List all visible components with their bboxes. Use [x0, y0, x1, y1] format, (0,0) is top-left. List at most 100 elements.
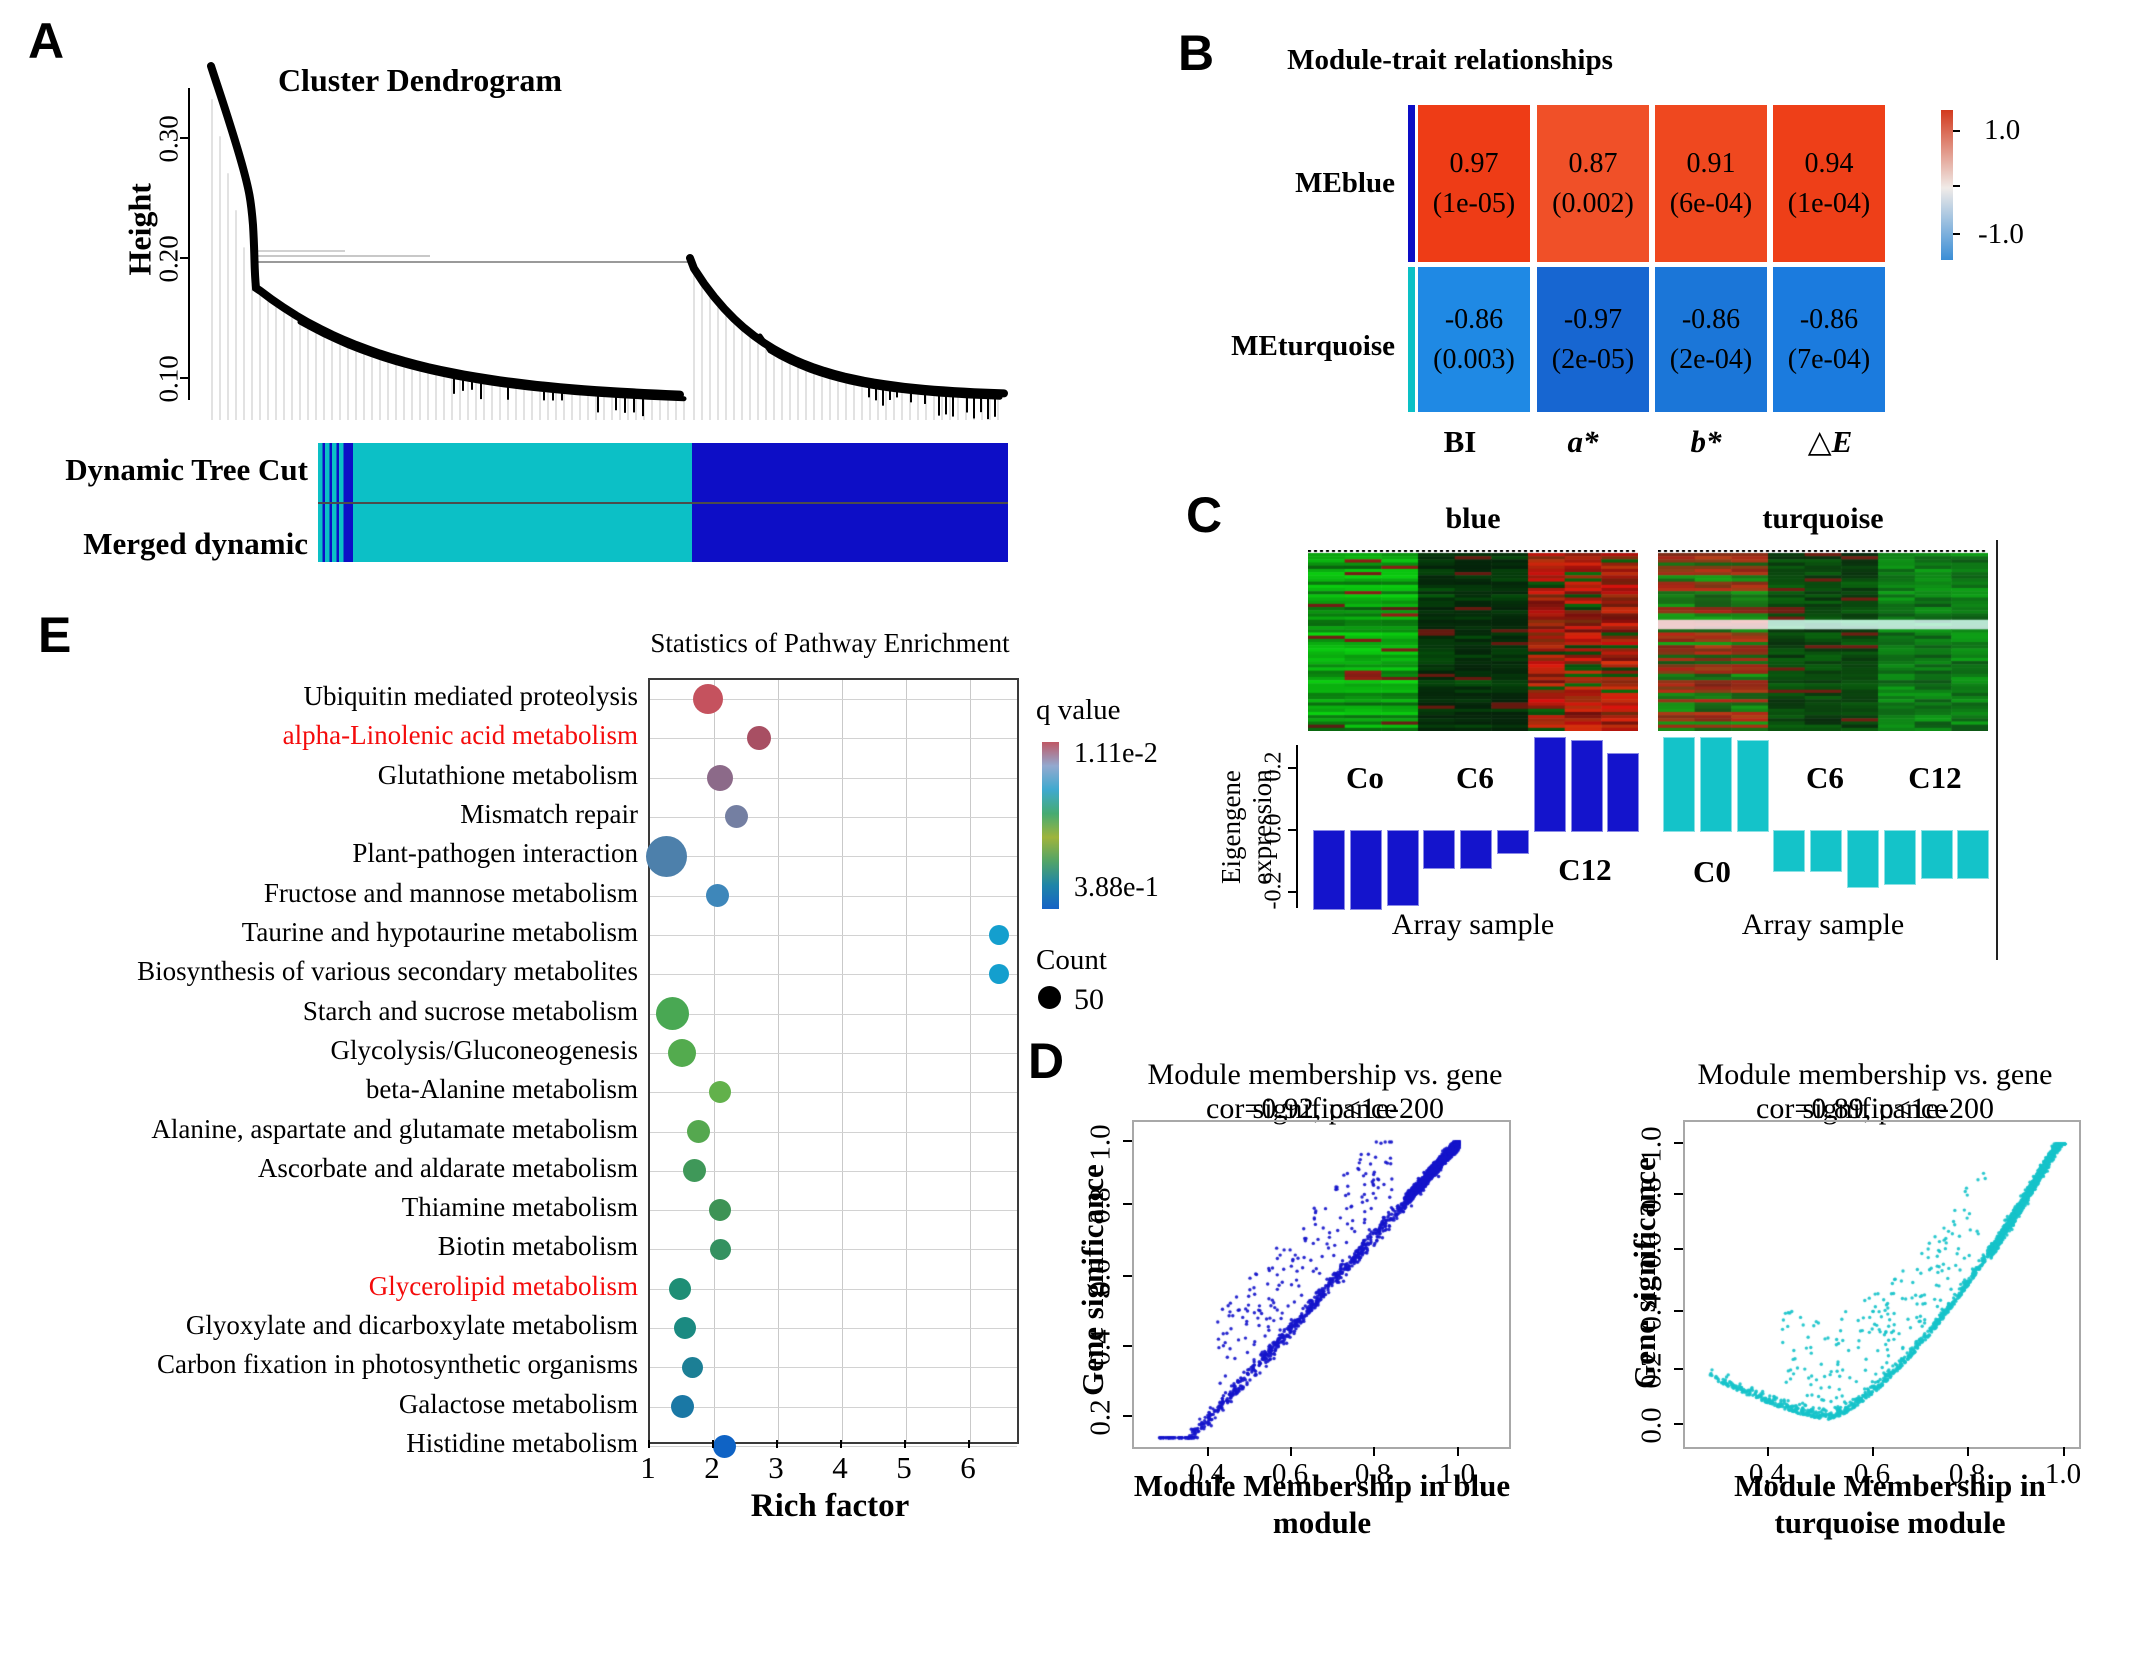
eigengene-bar	[1847, 830, 1879, 888]
expression-heatmap-turquoise	[1658, 550, 1988, 731]
tick	[2063, 1447, 2065, 1456]
band-row-label-dynamic-tree-cut: Dynamic Tree Cut	[65, 452, 308, 487]
bubble	[683, 1159, 707, 1183]
eigengene-tick: 0.0	[1260, 813, 1287, 844]
pathway-label: Glyoxylate and dicarboxylate metabolism	[185, 1310, 638, 1341]
pathway-label: Galactose metabolism	[398, 1388, 638, 1419]
gridline-horizontal	[650, 895, 1017, 897]
y-tick-label: 0.4	[1084, 1329, 1117, 1366]
condition-label: C0	[1693, 854, 1731, 889]
gridline-horizontal	[650, 1446, 1017, 1447]
cell-correlation: 0.94	[1804, 148, 1854, 180]
cell-correlation: -0.86	[1681, 304, 1741, 336]
gridline-horizontal	[650, 1328, 1017, 1330]
bubble	[709, 1081, 732, 1104]
heatmap-cell: -0.97 (2e-05)	[1537, 267, 1649, 412]
bubble	[674, 1317, 697, 1340]
tick	[1123, 1140, 1132, 1142]
eigengene-bar	[1663, 737, 1695, 832]
panel-a-label: A	[28, 13, 65, 69]
heatmap-title-blue: blue	[1445, 502, 1501, 535]
eigengene-bar	[1533, 737, 1566, 832]
module-strip-turquoise	[1408, 267, 1415, 412]
cell-pvalue: (7e-04)	[1787, 343, 1871, 375]
heatmap-cell: -0.86 (2e-04)	[1655, 267, 1767, 412]
bubble-plot-area	[645, 678, 1019, 1458]
eigengene-bar	[1773, 830, 1806, 873]
cell-correlation: 0.91	[1686, 148, 1736, 180]
eigengene-bar	[1386, 830, 1419, 907]
column-label: BI	[1443, 424, 1477, 459]
eigengene-axis-label-line1: Eigengene	[1215, 770, 1246, 885]
panel-d-label: D	[1028, 1033, 1065, 1089]
expression-heatmap-blue	[1308, 550, 1638, 731]
tick	[1123, 1415, 1132, 1417]
bubble	[669, 1277, 692, 1300]
y-tick-label: 0.6	[1084, 1259, 1117, 1296]
rich-factor-axis-label: Rich factor	[750, 1488, 910, 1524]
eigengene-bar	[1460, 830, 1493, 870]
rich-factor-tick-label: 3	[768, 1450, 784, 1485]
pathway-label: Glycolysis/Gluconeogenesis	[330, 1034, 638, 1065]
tick	[1674, 1248, 1683, 1250]
bubble	[988, 924, 1009, 945]
tick	[648, 1440, 650, 1448]
q-min-label: 3.88e-1	[1074, 872, 1159, 903]
scatter-blue-xlabel-2: module	[1272, 1505, 1372, 1540]
eigengene-bar	[1497, 830, 1529, 854]
colorbar-max-label: 1.0	[1984, 114, 2021, 146]
cell-correlation: 0.97	[1449, 148, 1499, 180]
pathway-label: Mismatch repair	[460, 798, 638, 829]
dendrogram-title: Cluster Dendrogram	[277, 62, 563, 98]
y-tick-label: 1.0	[1084, 1124, 1117, 1161]
bubble	[692, 684, 723, 714]
scatter-turquoise-xlabel-2: turquoise module	[1774, 1505, 2006, 1540]
column-label: a*	[1567, 424, 1599, 459]
rich-factor-tick-label: 1	[640, 1450, 656, 1485]
count-legend-value: 50	[1074, 983, 1104, 1016]
eigengene-bar	[1699, 737, 1732, 832]
y-tick-label: 0.0	[1635, 1407, 1668, 1444]
x-tick-label: 0.6	[1271, 1458, 1309, 1490]
tick	[904, 1440, 906, 1448]
gridline-horizontal	[650, 1249, 1017, 1251]
gridline-horizontal	[650, 1170, 1017, 1172]
bubble	[988, 964, 1009, 985]
bubble	[746, 726, 771, 751]
tick	[1674, 1310, 1683, 1312]
cell-pvalue: (2e-04)	[1669, 343, 1753, 375]
pathway-label: Thiamine metabolism	[401, 1192, 638, 1223]
module-strip-blue	[1408, 105, 1415, 262]
colorbar-min-label: -1.0	[1978, 218, 2024, 250]
rich-factor-tick-label: 5	[896, 1450, 912, 1485]
cell-pvalue: (2e-05)	[1551, 343, 1635, 375]
pathway-label: Fructose and mannose metabolism	[263, 877, 638, 908]
gridline-horizontal	[650, 738, 1017, 740]
gridline-horizontal	[650, 856, 1017, 858]
bubble	[709, 1238, 731, 1260]
eigengene-bar	[1423, 830, 1456, 870]
x-tick-label: 0.8	[1948, 1458, 1986, 1490]
tick	[1123, 1275, 1132, 1277]
row-label-meturquoise: MEturquoise	[1231, 330, 1395, 362]
bubble	[686, 1120, 710, 1143]
x-tick-label: 0.8	[1354, 1458, 1392, 1490]
x-tick-label: 1.0	[2044, 1458, 2082, 1490]
panel-c-label: C	[1186, 487, 1223, 543]
tick	[840, 1440, 842, 1448]
tick	[1674, 1193, 1683, 1195]
tick	[1290, 1447, 1292, 1456]
array-sample-label-turquoise: Array sample	[1741, 908, 1905, 941]
column-label: △E	[1807, 424, 1853, 459]
tick	[712, 1440, 714, 1448]
count-legend-title: Count	[1036, 944, 1107, 976]
y-tick-label: 1.0	[1635, 1126, 1668, 1163]
condition-label: C6	[1806, 760, 1844, 795]
q-value-legend-title: q value	[1036, 694, 1121, 726]
gridline-horizontal	[650, 934, 1017, 936]
gridline-horizontal	[650, 1406, 1017, 1408]
tick	[1967, 1447, 1969, 1456]
panel-c-frame-line	[1996, 540, 1998, 960]
x-tick-label: 0.4	[1188, 1458, 1226, 1490]
y-tick-label: 0.2	[1084, 1399, 1117, 1436]
